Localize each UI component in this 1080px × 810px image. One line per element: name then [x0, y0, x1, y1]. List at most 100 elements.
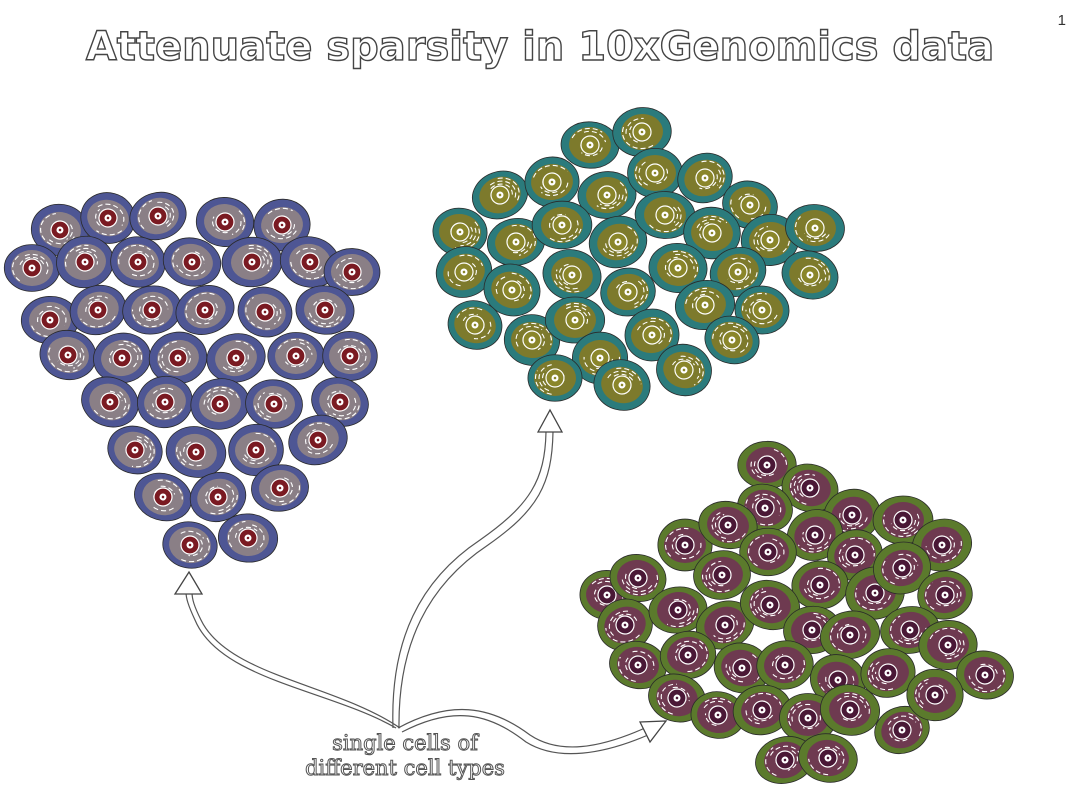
cell — [785, 204, 845, 252]
cell — [217, 513, 279, 563]
cell — [709, 247, 767, 297]
cell — [165, 426, 227, 478]
cell — [695, 600, 755, 650]
cell — [134, 472, 192, 522]
cell — [737, 440, 797, 490]
cell — [860, 648, 916, 698]
arrowhead-blue — [173, 570, 204, 595]
arrows — [173, 408, 668, 755]
cell — [253, 198, 311, 252]
arrow-to-teal-cluster — [392, 431, 547, 729]
cell — [674, 279, 736, 331]
cell — [588, 215, 648, 269]
cell — [698, 500, 758, 550]
cell — [713, 642, 771, 694]
cell — [873, 541, 931, 595]
cell — [137, 375, 193, 429]
slide-number: 1 — [1057, 12, 1066, 29]
cell — [677, 152, 733, 204]
cell — [122, 285, 182, 335]
cell — [600, 267, 656, 317]
cell — [524, 156, 580, 208]
cell — [221, 236, 283, 288]
cell — [648, 586, 708, 634]
cell — [472, 170, 528, 220]
cell — [190, 378, 250, 430]
cell — [195, 197, 255, 247]
cell — [107, 425, 163, 475]
cell — [560, 121, 620, 169]
cell — [577, 171, 637, 219]
cell — [734, 285, 790, 335]
cell — [245, 379, 303, 429]
cell — [704, 315, 760, 365]
cell — [251, 464, 309, 512]
cell — [819, 610, 881, 660]
cell — [781, 463, 839, 513]
cell — [781, 250, 839, 300]
cell — [634, 191, 696, 239]
cell — [917, 570, 973, 620]
cell — [295, 285, 355, 335]
cell — [609, 554, 667, 602]
cell — [435, 246, 493, 298]
cell — [486, 218, 546, 266]
cell — [81, 376, 139, 428]
arrowhead-green — [638, 720, 668, 744]
cell — [597, 598, 653, 652]
cell — [3, 244, 61, 292]
cell — [110, 236, 166, 288]
cell — [503, 314, 561, 366]
cell — [93, 332, 151, 384]
cell — [311, 377, 369, 427]
cell — [206, 333, 266, 383]
cell — [483, 263, 541, 317]
cell — [237, 286, 293, 338]
cell — [656, 343, 712, 397]
slide-title: Attenuate sparsity in 10xGenomics data — [85, 23, 995, 70]
cell — [872, 495, 934, 545]
cell — [956, 650, 1014, 700]
cell — [175, 285, 235, 335]
cell — [148, 331, 208, 385]
caption: single cells of different cell types — [290, 731, 520, 781]
cell — [189, 472, 247, 522]
cell — [69, 284, 127, 336]
cell — [756, 640, 814, 690]
cell — [129, 191, 187, 241]
cell — [755, 736, 815, 784]
cell — [612, 107, 672, 157]
caption-line-2: different cell types — [305, 756, 506, 781]
cell — [267, 332, 325, 380]
cell — [627, 147, 683, 199]
cell — [732, 684, 792, 736]
cell — [162, 237, 222, 287]
cell — [820, 684, 880, 736]
arrowhead-teal — [536, 408, 564, 433]
cell — [693, 550, 751, 600]
arrow-to-green-cluster — [397, 708, 646, 748]
cell — [683, 206, 741, 260]
cell — [657, 518, 713, 572]
cell — [739, 527, 797, 577]
cell — [162, 521, 218, 569]
cell — [798, 733, 858, 783]
cell — [874, 706, 930, 754]
cell — [659, 630, 717, 680]
cell — [648, 242, 708, 294]
cluster-teal-olive — [432, 107, 845, 411]
cell — [544, 296, 606, 344]
cell — [918, 620, 978, 670]
cell — [527, 354, 583, 402]
cell — [39, 329, 97, 381]
cell — [322, 331, 378, 381]
cluster-blue-red — [3, 191, 381, 569]
cell — [740, 214, 800, 266]
cell — [80, 192, 136, 244]
cluster-green-plum — [579, 440, 1014, 784]
cell — [609, 640, 667, 690]
cell — [447, 300, 503, 350]
cell — [906, 668, 964, 722]
cell — [531, 200, 593, 250]
